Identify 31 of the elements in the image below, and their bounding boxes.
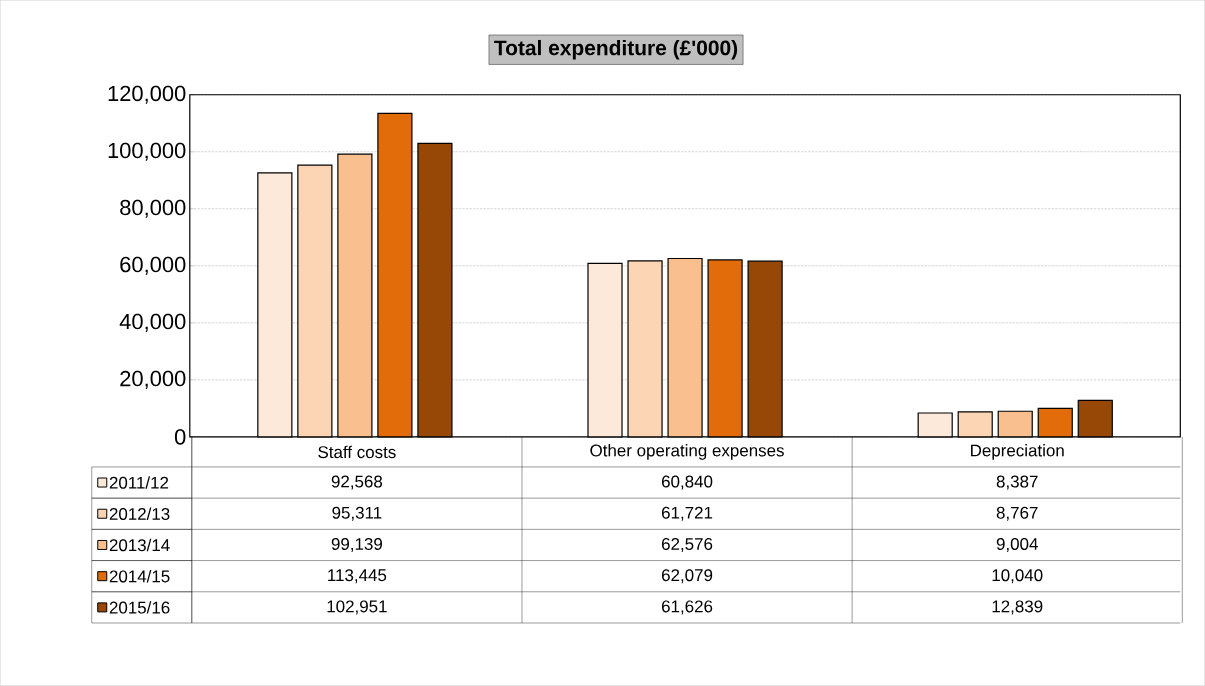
- data-label: 92,568: [331, 475, 383, 490]
- x-tick-label: Depreciation: [971, 444, 1064, 460]
- x-tick-label: Staff costs: [318, 445, 396, 459]
- y-tick-label: 0: [174, 429, 186, 445]
- data-label: 10,040: [992, 569, 1043, 584]
- data-label: 95,311: [332, 506, 382, 521]
- legend-label: 2015/16: [109, 601, 170, 614]
- data-label: 113,445: [328, 569, 387, 584]
- y-tick-label: 120,000: [108, 85, 186, 104]
- data-label: 12,839: [992, 600, 1043, 615]
- data-label: 62,576: [662, 538, 713, 553]
- chart-title: Total expenditure (£'000): [494, 40, 738, 60]
- legend-label: 2011/12: [109, 476, 169, 489]
- legend-label: 2012/13: [109, 507, 170, 521]
- y-tick-label: 60,000: [120, 256, 186, 275]
- y-tick-label: 100,000: [108, 142, 186, 161]
- y-tick-label: 20,000: [120, 370, 186, 390]
- data-label: 9,004: [996, 538, 1038, 553]
- data-label: 102,951: [327, 600, 387, 615]
- data-label: 8,767: [996, 506, 1038, 521]
- y-tick-label: 80,000: [120, 199, 186, 218]
- y-tick-label: 40,000: [119, 313, 186, 333]
- data-label: 60,840: [662, 475, 713, 490]
- data-label: 61,626: [662, 600, 713, 615]
- x-tick-label: Other operating expenses: [590, 444, 784, 460]
- data-label: 61,721: [662, 506, 713, 521]
- legend-label: 2014/15: [109, 570, 170, 583]
- data-label: 99,139: [331, 538, 382, 553]
- data-label: 8,387: [996, 475, 1038, 490]
- legend-label: 2013/14: [109, 538, 170, 552]
- data-label: 62,079: [662, 569, 713, 584]
